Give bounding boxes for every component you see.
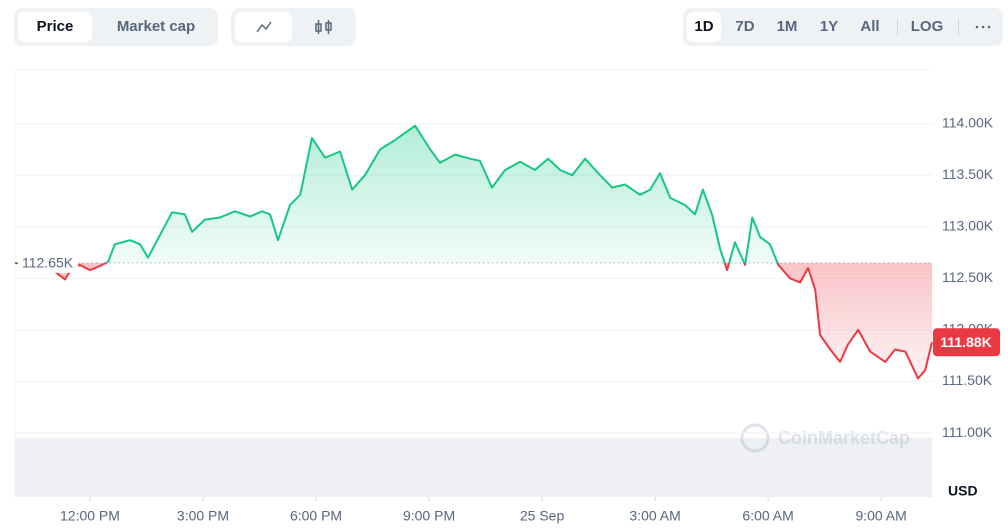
area bbox=[15, 125, 932, 379]
x-tick-label: 9:00 PM bbox=[403, 508, 455, 524]
x-tick-label: 6:00 AM bbox=[742, 508, 793, 524]
watermark-text: CoinMarketCap bbox=[778, 428, 910, 448]
range-button[interactable]: 7D bbox=[735, 18, 755, 35]
x-tick-label: 3:00 PM bbox=[177, 508, 229, 524]
baseline-badge bbox=[18, 252, 78, 273]
y-tick-label: 112.50K bbox=[942, 269, 994, 285]
range-button[interactable]: All bbox=[860, 18, 880, 35]
baseline-label: 112.65K bbox=[22, 255, 74, 271]
more-icon bbox=[975, 25, 991, 29]
candle-button[interactable] bbox=[295, 12, 352, 42]
x-tick-label: 12:00 PM bbox=[60, 508, 120, 524]
line-button[interactable] bbox=[235, 12, 292, 42]
x-tick-label: 25 Sep bbox=[520, 508, 565, 524]
line-icon bbox=[256, 21, 272, 33]
range-button[interactable]: 1Y bbox=[819, 18, 839, 35]
tab-group: Price Market cap bbox=[14, 8, 218, 46]
candle-icon bbox=[315, 20, 332, 34]
x-tick-label: 9:00 AM bbox=[855, 508, 906, 524]
y-tick-label: 113.50K bbox=[942, 166, 994, 182]
x-tick-label: 3:00 AM bbox=[629, 508, 680, 524]
chart-type-group bbox=[231, 8, 356, 46]
last-price-badge bbox=[933, 328, 1000, 357]
price-line bbox=[14, 124, 933, 380]
log-button[interactable]: LOG bbox=[910, 18, 944, 35]
range-button[interactable]: 1D bbox=[687, 12, 721, 42]
separator bbox=[897, 18, 898, 36]
y-tick-label: 112.00K bbox=[942, 321, 994, 337]
last-price-label: 111.88K bbox=[940, 334, 991, 350]
watermark: CoinMarketCap bbox=[740, 423, 910, 453]
volume-band bbox=[15, 438, 932, 497]
range-button[interactable]: 1M bbox=[776, 18, 798, 35]
y-tick-label: 114.00K bbox=[942, 114, 994, 130]
separator bbox=[958, 18, 959, 36]
y-tick-label: 111.00K bbox=[942, 424, 993, 440]
range-group: 1D 7D 1M 1Y All LOG bbox=[683, 8, 1003, 46]
currency-label: USD bbox=[948, 483, 978, 499]
tab[interactable]: Market cap bbox=[116, 18, 196, 35]
x-tick-label: 6:00 PM bbox=[290, 508, 342, 524]
y-tick-label: 113.00K bbox=[942, 217, 994, 233]
tab[interactable]: Price bbox=[18, 12, 92, 42]
more-button[interactable] bbox=[967, 12, 999, 42]
y-tick-label: 111.50K bbox=[942, 372, 993, 388]
